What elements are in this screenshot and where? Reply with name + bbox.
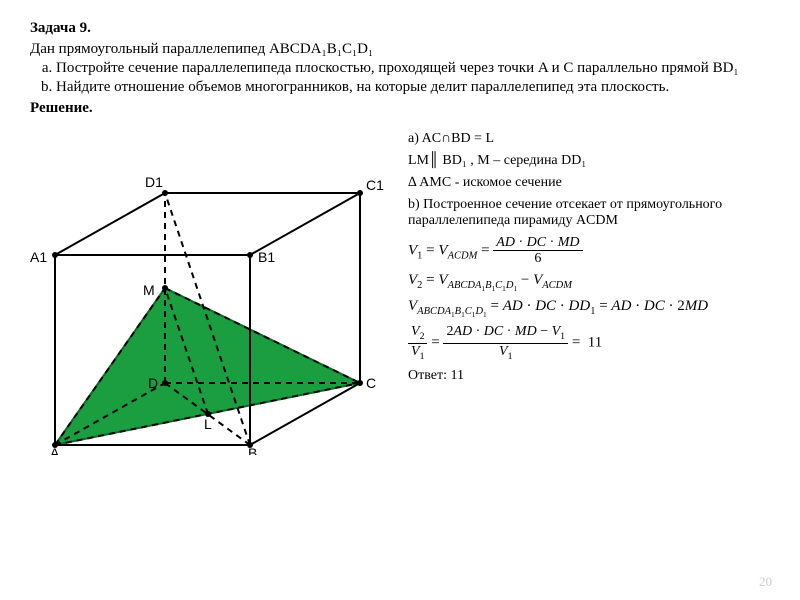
task-desc: Дан прямоугольный параллелепипед ABCDA₁B… — [30, 41, 770, 58]
answer: Ответ: 11 — [408, 368, 770, 384]
svg-text:L: L — [204, 416, 212, 432]
eq-v1: V1 = VACDM = AD · DC · MD6 — [408, 235, 770, 267]
solution-label: Решение. — [30, 100, 770, 117]
svg-text:C: C — [366, 375, 376, 391]
task-part-b: Найдите отношение объемов многогранников… — [56, 79, 770, 96]
task-parts: Постройте сечение параллелепипеда плоско… — [30, 60, 770, 96]
eq-v2: V2 = VABCDA1B1C1D1 − VACDM — [408, 272, 770, 293]
eq-vabcd: VABCDA1B1C1D1 = AD · DC · DD1 = AD · DC … — [408, 298, 770, 319]
diagram-column: A B C D A1 B1 C1 D1 M L — [30, 125, 390, 460]
svg-text:M: M — [143, 282, 155, 298]
task-title: Задача 9. — [30, 20, 770, 37]
svg-text:B1: B1 — [258, 249, 275, 265]
svg-text:D: D — [148, 375, 158, 391]
svg-text:C1: C1 — [366, 177, 384, 193]
svg-text:A: A — [50, 445, 60, 455]
eq-ratio: V2V1 = 2AD · DC · MD − V1V1 = 11 — [408, 324, 770, 362]
task-part-a: Постройте сечение параллелепипеда плоско… — [56, 60, 770, 77]
cube-diagram: A B C D A1 B1 C1 D1 M L — [30, 125, 390, 455]
work-column: a) AC∩BD = L LM║ BD₁ , M – середина DD₁ … — [408, 125, 770, 384]
work-line-b: b) Построенное сечение отсекает от прямо… — [408, 197, 770, 229]
page-number: 20 — [759, 574, 772, 590]
work-line-lm: LM║ BD₁ , M – середина DD₁ — [408, 153, 770, 169]
svg-text:B: B — [248, 445, 257, 455]
work-line-amc: ∆ AMC - искомое сечение — [408, 175, 770, 191]
svg-text:A1: A1 — [30, 249, 47, 265]
content-row: A B C D A1 B1 C1 D1 M L a) AC∩BD = L LM║ BD₁ , M … — [30, 125, 770, 460]
svg-text:D1: D1 — [145, 174, 163, 190]
work-line-a: a) AC∩BD = L — [408, 131, 770, 147]
